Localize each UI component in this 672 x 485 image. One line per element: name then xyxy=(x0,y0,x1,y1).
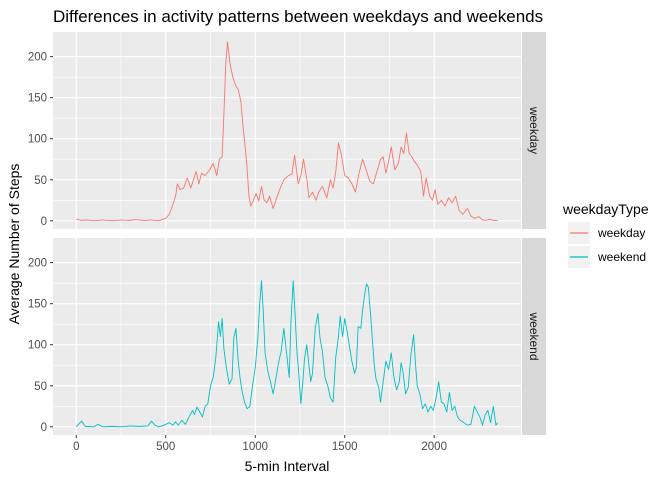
legend-item-weekday: weekday xyxy=(568,222,645,244)
y-axis-title: Average Number of Steps xyxy=(6,164,22,325)
facet-strip-label: weekday xyxy=(527,106,541,154)
x-tick-label: 2000 xyxy=(421,441,447,453)
legend-item-weekend: weekend xyxy=(568,246,646,268)
x-tick-label: 1500 xyxy=(332,441,358,453)
y-tick-label: 150 xyxy=(28,93,47,105)
panel-weekday: 0 50 100 150 200 weekday xyxy=(28,32,546,229)
x-tick-label: 0 xyxy=(73,441,79,453)
facet-strip xyxy=(522,32,546,229)
facet-panels: 0 50 100 150 200 weekday 0 50 100 150 200 weekend 0 5… xyxy=(28,32,546,453)
y-tick-label: 50 xyxy=(34,175,47,187)
legend-title: weekdayType xyxy=(562,201,649,217)
legend-label: weekday xyxy=(597,226,645,240)
series-line-weekday xyxy=(76,41,498,222)
panel-weekend: 0 50 100 150 200 weekend xyxy=(28,238,546,435)
series-line-weekend xyxy=(75,280,499,428)
y-tick-label: 100 xyxy=(28,134,47,146)
panel-background xyxy=(53,238,521,435)
legend-label: weekend xyxy=(597,250,646,264)
x-tick-label: 500 xyxy=(156,441,175,453)
y-tick-label: 0 xyxy=(41,216,47,228)
y-tick-label: 100 xyxy=(28,340,47,352)
x-axis-title: 5-min Interval xyxy=(245,458,330,474)
x-tick-label: 1000 xyxy=(242,441,268,453)
facet-strip-label: weekend xyxy=(527,311,541,360)
panel-background xyxy=(53,32,521,229)
legend: weekdayType weekday weekend xyxy=(562,201,649,268)
chart-title: Differences in activity patterns between… xyxy=(53,7,543,26)
y-tick-label: 200 xyxy=(28,52,47,64)
y-tick-label: 50 xyxy=(34,381,47,393)
y-tick-label: 200 xyxy=(28,258,47,270)
y-tick-label: 150 xyxy=(28,299,47,311)
y-tick-label: 0 xyxy=(41,422,47,434)
x-axis: 0 500 1000 1500 2000 xyxy=(73,435,447,453)
facet-strip xyxy=(522,238,546,435)
